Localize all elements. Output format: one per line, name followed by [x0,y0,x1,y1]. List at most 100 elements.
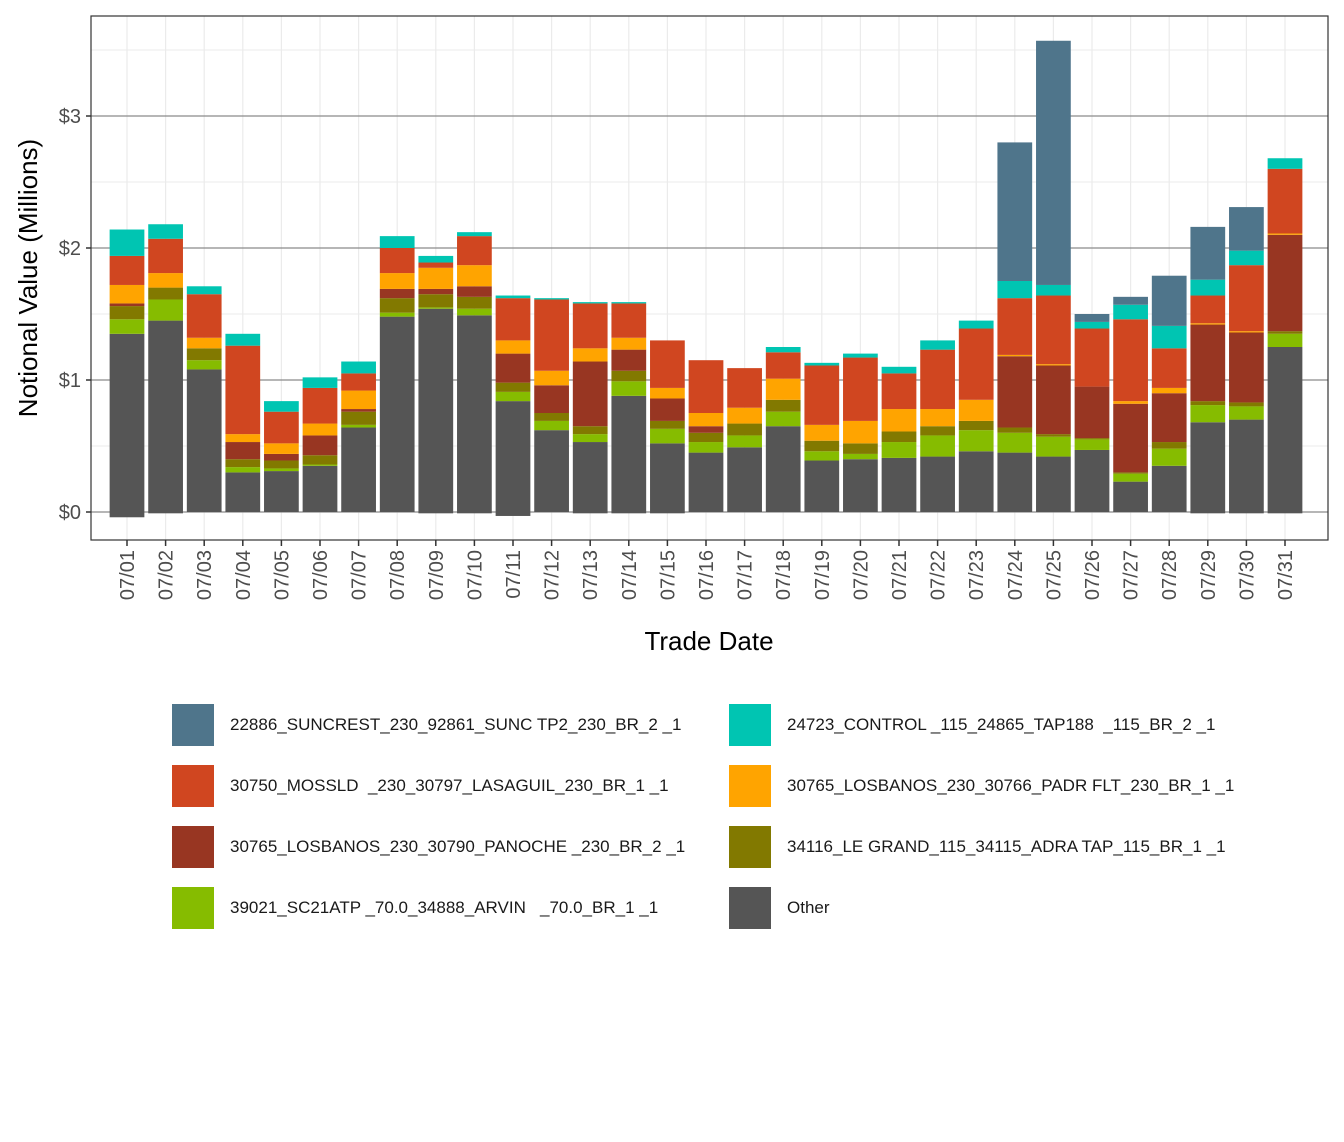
bar-segment [1113,401,1148,404]
bar-segment [572,302,608,304]
bar-segment [302,377,338,388]
bar-segment [1113,296,1148,305]
bar-segment [881,373,917,410]
bar-segment [1190,295,1226,324]
bar-segment [495,391,531,402]
bar-segment [341,361,376,374]
x-tick-label: 07/19 [812,550,834,600]
x-tick-label: 07/12 [542,550,564,600]
bar-segment [186,348,222,361]
bar-segment [765,347,801,353]
bar-segment [1074,449,1110,512]
bar-segment [1074,314,1110,322]
bar-segment [572,426,608,435]
bar-stack-07/30 [1229,207,1264,514]
bar-segment [881,366,917,374]
x-tick-label: 07/07 [349,550,371,600]
bar-segment [688,426,724,433]
bar-segment [457,296,492,309]
bar-stack-07/15 [650,340,685,514]
bar-segment [109,303,145,307]
bar-segment [920,409,955,427]
bar-segment-negative [1190,512,1226,514]
x-tick-label: 07/23 [966,550,988,600]
legend-label: 30765_LOSBANOS_230_30766_PADR FLT_230_BR… [787,776,1235,795]
bar-segment [341,424,376,428]
bar-segment [302,423,338,436]
bar-segment [1113,304,1148,320]
bar-segment [843,353,878,358]
bar-segment [804,451,840,461]
bar-segment [1190,422,1226,512]
bar-segment [1036,40,1071,285]
x-tick-label: 07/16 [696,550,718,600]
x-tick-label: 07/27 [1121,550,1143,600]
bars [109,40,1303,518]
y-axis: $0 $1 $2 $3 [59,106,91,524]
bar-segment [920,426,955,436]
bar-segment [418,294,454,308]
bar-segment [765,411,801,427]
bar-segment [1190,226,1226,280]
bar-segment [843,453,878,460]
bar-stack-07/29 [1190,226,1226,514]
bar-segment [457,286,492,297]
bar-segment [1267,233,1303,235]
bar-segment [804,440,840,452]
bar-segment [1151,442,1187,449]
bar-segment [457,265,492,287]
legend-label: 24723_CONTROL _115_24865_TAP188 _115_BR_… [787,715,1216,734]
bar-segment [1074,386,1110,439]
x-tick-label: 07/25 [1043,550,1065,600]
bar-stack-07/04 [225,333,261,512]
bar-segment [109,229,145,256]
bar-segment [1036,284,1071,296]
bar-segment [148,238,183,274]
bar-segment [1074,439,1110,450]
bar-segment [379,288,415,299]
legend-item: 39021_SC21ATP _70.0_34888_ARVIN _70.0_BR… [172,887,658,929]
bar-segment [1113,481,1148,512]
bar-stack-07/23 [958,320,994,512]
x-tick-label: 07/08 [387,550,409,600]
bar-segment [1113,403,1148,473]
bar-segment [495,353,531,383]
bar-segment [1267,234,1303,332]
bar-stack-07/05 [264,401,299,512]
bar-segment [534,299,569,371]
bar-segment [225,459,261,468]
bar-segment [225,345,261,435]
bar-segment [804,424,840,441]
bar-segment [534,430,569,512]
x-tick-label: 07/10 [464,550,486,600]
bar-segment [1036,295,1071,365]
bar-segment [1113,472,1148,474]
bar-segment [495,382,531,392]
legend-item: Other [729,887,830,929]
bar-segment-negative [457,512,492,514]
bar-segment [302,455,338,465]
legend-label: 39021_SC21ATP _70.0_34888_ARVIN _70.0_BR… [230,898,659,917]
bar-segment [920,456,955,512]
y-tick-label: $3 [59,106,81,128]
bar-segment [379,312,415,317]
bar-stack-07/26 [1074,314,1110,512]
bar-segment [379,316,415,512]
bar-segment [457,315,492,512]
bar-segment [650,420,685,429]
bar-segment [418,255,454,263]
bar-segment [1267,158,1303,169]
bar-segment [688,452,724,512]
bar-segment [804,460,840,512]
legend-swatch [729,826,771,868]
bar-stack-07/28 [1151,275,1187,512]
legend-item: 30750_MOSSLD _230_30797_LASAGUIL_230_BR_… [172,765,669,807]
bar-segment [688,360,724,413]
legend-item: 24723_CONTROL _115_24865_TAP188 _115_BR_… [729,704,1215,746]
bar-segment [379,273,415,289]
x-tick-label: 07/26 [1082,550,1104,600]
bar-segment [186,294,222,338]
bar-segment [148,224,183,239]
bar-segment-negative [611,512,647,514]
legend-swatch [172,704,214,746]
